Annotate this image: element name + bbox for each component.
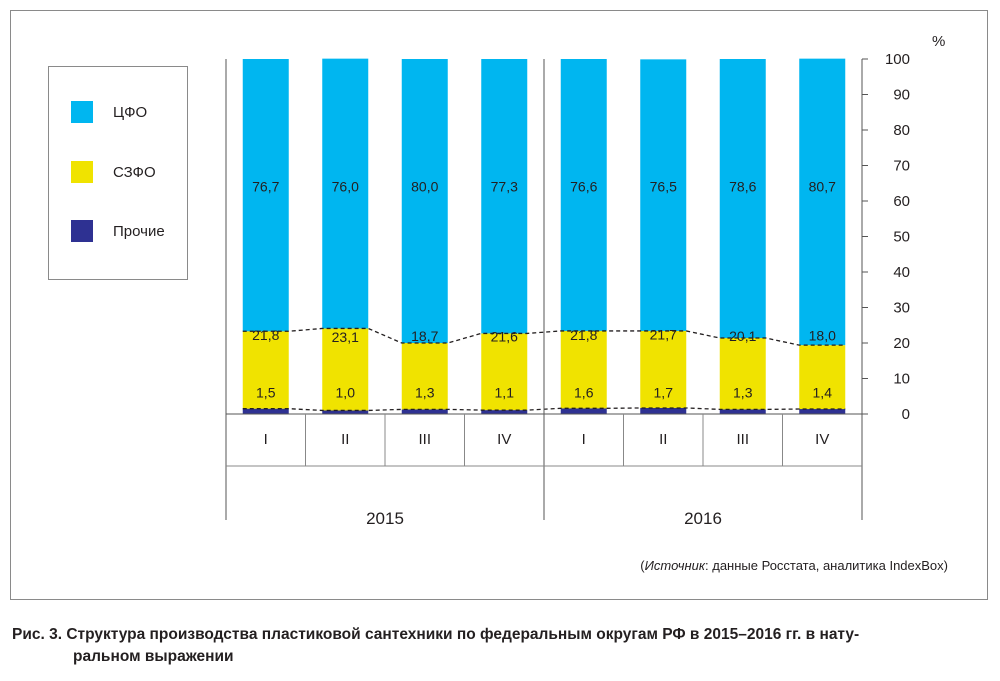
y-tick-label: 100 (885, 51, 910, 68)
bar-segment-Прочие (401, 409, 448, 414)
bar-segment-СЗФО (719, 338, 766, 410)
y-tick-label: 40 (893, 264, 910, 281)
bar-segment-ЦФО (242, 59, 289, 332)
category-label: II (659, 431, 667, 448)
data-label: 1,7 (654, 384, 674, 400)
data-label: 76,7 (252, 178, 279, 194)
data-label: 78,6 (729, 178, 756, 194)
y-unit-label: % (932, 33, 945, 50)
legend-swatch (71, 161, 93, 183)
y-tick-label: 20 (893, 335, 910, 352)
bar-segment-ЦФО (719, 59, 766, 339)
data-label: 21,8 (570, 327, 597, 343)
bar-segment-ЦФО (322, 58, 369, 329)
data-label: 1,5 (256, 384, 276, 400)
axis-layer: 0 10 20 30 40 50 60 70 80 90 100% (225, 33, 945, 520)
bar-segment-СЗФО (640, 330, 687, 408)
caption-line-1: Рис. 3. Структура производства пластиков… (12, 626, 860, 643)
category-label: IV (815, 431, 829, 448)
bars-layer (242, 58, 846, 414)
legend-label: ЦФО (113, 103, 148, 121)
source-note: (Источник: данные Росстата, аналитика In… (640, 558, 948, 573)
figure-caption: Рис. 3. Структура производства пластиков… (12, 624, 972, 668)
bar-segment-ЦФО (481, 59, 528, 334)
y-tick-label: 90 (893, 87, 910, 104)
data-label: 1,4 (813, 384, 833, 400)
data-labels-layer: 1,521,876,7I1,023,176,0II1,318,780,0III1… (252, 178, 836, 528)
data-label: 18,0 (809, 328, 836, 344)
data-label: 1,3 (733, 384, 753, 400)
legend: ЦФО СЗФО Прочие (48, 66, 188, 280)
data-label: 76,5 (650, 178, 677, 194)
legend-label: СЗФО (113, 163, 156, 181)
bar-segment-ЦФО (799, 58, 846, 346)
bar-segment-СЗФО (401, 343, 448, 410)
data-label: 1,1 (495, 384, 515, 400)
bar-segment-Прочие (242, 408, 289, 414)
bar-segment-ЦФО (401, 59, 448, 343)
data-label: 80,0 (411, 178, 438, 194)
connector-line-СЗФО (242, 327, 846, 346)
y-tick-label: 60 (893, 193, 910, 210)
data-label: 1,3 (415, 384, 435, 400)
data-label: 1,0 (336, 384, 356, 400)
bar-segment-ЦФО (560, 59, 607, 331)
data-label: 20,1 (729, 328, 756, 344)
category-label: II (341, 431, 349, 448)
bar-segment-СЗФО (560, 330, 607, 409)
data-label: 21,6 (491, 329, 518, 345)
legend-swatch (71, 220, 93, 242)
data-label: 23,1 (332, 329, 359, 345)
source-prefix: ( (640, 558, 645, 573)
bar-segment-ЦФО (640, 59, 687, 331)
bar-segment-Прочие (640, 407, 687, 414)
y-tick-label: 10 (893, 371, 910, 388)
bar-segment-Прочие (799, 409, 846, 414)
category-label: III (418, 431, 431, 448)
legend-label: Прочие (113, 222, 165, 240)
chart-frame (10, 10, 988, 600)
legend-swatch (71, 101, 93, 123)
year-label: 2016 (684, 509, 722, 528)
data-label: 18,7 (411, 328, 438, 344)
data-label: 21,8 (252, 327, 279, 343)
category-label: III (736, 431, 749, 448)
y-tick-label: 50 (893, 229, 910, 246)
source-emph: Источник (644, 558, 706, 573)
bar-segment-Прочие (322, 410, 369, 414)
bar-segment-Прочие (481, 410, 528, 414)
y-tick-label: 80 (893, 122, 910, 139)
data-label: 1,6 (574, 384, 594, 400)
y-tick-label: 70 (893, 158, 910, 175)
data-label: 76,6 (570, 178, 597, 194)
legend-item: Прочие (71, 218, 165, 244)
bar-segment-Прочие (719, 409, 766, 414)
y-tick-label: 30 (893, 300, 910, 317)
legend-item: СЗФО (71, 159, 156, 185)
data-label: 80,7 (809, 178, 836, 194)
year-label: 2015 (366, 509, 404, 528)
category-label: I (582, 431, 586, 448)
bar-segment-Прочие (560, 408, 607, 414)
caption-line-2: ральном выражении (73, 648, 234, 665)
bar-segment-СЗФО (799, 345, 846, 410)
data-label: 21,7 (650, 326, 677, 342)
source-rest: : данные Росстата, аналитика IndexBox) (705, 558, 948, 573)
bar-segment-СЗФО (322, 328, 369, 411)
legend-item: ЦФО (71, 99, 147, 125)
data-label: 77,3 (491, 178, 518, 194)
data-label: 76,0 (332, 178, 359, 194)
bar-segment-СЗФО (481, 333, 528, 411)
bar-segment-СЗФО (242, 331, 289, 409)
category-label: IV (497, 431, 511, 448)
category-label: I (264, 431, 268, 448)
y-tick-label: 0 (902, 406, 910, 423)
